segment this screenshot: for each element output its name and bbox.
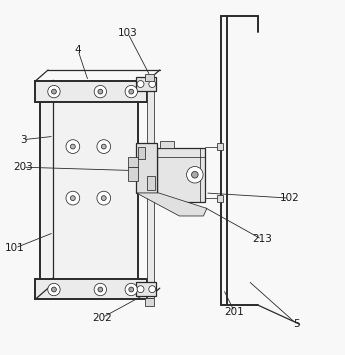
Text: 201: 201 [225, 306, 244, 317]
Bar [147, 81, 154, 299]
Circle shape [48, 283, 60, 296]
Bar [136, 77, 156, 91]
Circle shape [149, 286, 156, 293]
Text: 103: 103 [118, 28, 138, 38]
Circle shape [125, 283, 137, 296]
Bar [136, 143, 157, 193]
Circle shape [51, 89, 56, 94]
Circle shape [191, 171, 198, 178]
Circle shape [51, 287, 56, 292]
Bar [145, 74, 154, 81]
Bar [35, 279, 147, 300]
Circle shape [48, 86, 60, 98]
Bar [145, 299, 154, 306]
Text: 101: 101 [5, 243, 25, 253]
Bar [128, 157, 138, 167]
Circle shape [129, 89, 134, 94]
Text: 4: 4 [75, 45, 81, 55]
Bar [128, 167, 138, 181]
Polygon shape [136, 193, 207, 216]
Bar [160, 141, 174, 148]
Circle shape [98, 287, 103, 292]
Bar [35, 81, 147, 102]
Text: 102: 102 [279, 193, 299, 203]
Circle shape [98, 89, 103, 94]
Bar [157, 148, 205, 202]
Circle shape [97, 140, 111, 153]
Text: 202: 202 [92, 313, 112, 323]
Circle shape [101, 144, 106, 149]
Circle shape [125, 86, 137, 98]
Circle shape [70, 144, 75, 149]
Text: 213: 213 [252, 234, 272, 244]
Bar [136, 282, 156, 296]
Bar [147, 176, 155, 190]
Circle shape [94, 86, 107, 98]
Circle shape [101, 196, 106, 201]
Bar [40, 92, 138, 289]
Circle shape [70, 196, 75, 201]
Circle shape [149, 81, 156, 87]
Circle shape [94, 283, 107, 296]
Text: 5: 5 [293, 318, 299, 328]
Circle shape [187, 166, 203, 183]
Bar [217, 143, 223, 150]
Text: 3: 3 [20, 135, 26, 145]
Circle shape [66, 191, 80, 205]
Bar [217, 195, 223, 202]
Circle shape [129, 287, 134, 292]
Text: 203: 203 [13, 162, 33, 172]
Circle shape [66, 140, 80, 153]
Bar [138, 147, 145, 159]
Circle shape [137, 286, 144, 293]
Circle shape [97, 191, 111, 205]
Circle shape [137, 81, 144, 87]
